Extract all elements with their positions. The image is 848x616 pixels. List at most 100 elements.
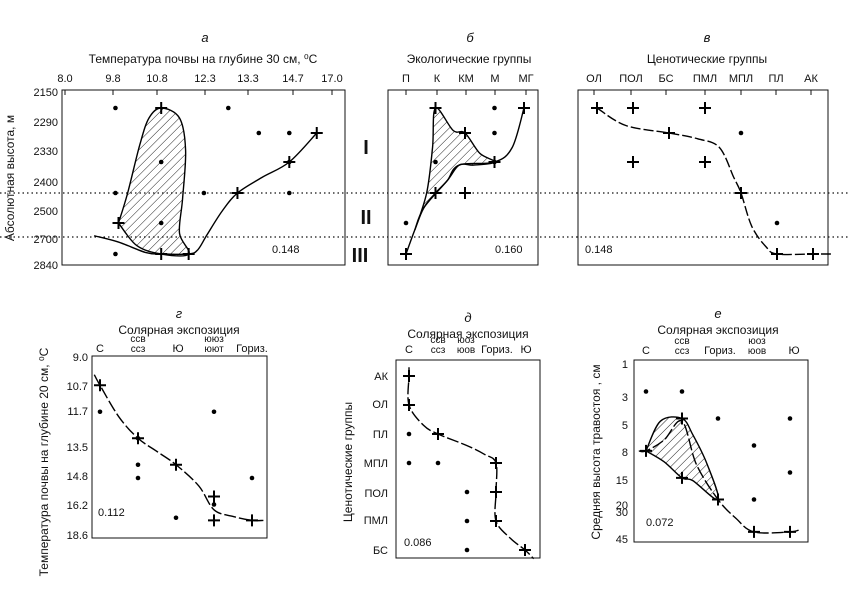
cross-marker <box>170 458 182 471</box>
y-tick-label: ПМЛ <box>364 515 388 527</box>
dot-marker <box>464 518 470 524</box>
cross-marker <box>663 127 675 139</box>
panel-title-g: Солярная экспозиция <box>118 323 239 337</box>
cross-marker <box>748 525 760 538</box>
cross-marker <box>432 428 444 440</box>
cross-marker <box>488 156 501 168</box>
cross-marker <box>676 412 688 425</box>
trend-curve <box>405 107 525 255</box>
dot-marker <box>406 431 412 437</box>
dot-marker <box>113 105 118 111</box>
y-tick-label: 10.7 <box>67 381 88 393</box>
zone-label-I: I <box>363 137 369 159</box>
chart-marks: 8.0 9.8 10.8 12.3 13.3 14.7 17.0 П К КМ М МГ ОЛ ПОЛ БС… <box>57 73 831 560</box>
dot-marker <box>738 130 744 136</box>
x-tick-label: АК <box>804 73 818 85</box>
dot-marker <box>158 220 164 226</box>
cross-marker <box>429 102 442 114</box>
x-tick-label: С <box>642 345 650 357</box>
dot-marker <box>715 416 721 421</box>
x-tick-label: Гориз. <box>481 344 513 356</box>
panel-letter-d: д <box>464 310 471 325</box>
trend-curve <box>407 367 535 560</box>
cross-marker <box>699 102 711 114</box>
dot-marker <box>211 409 217 415</box>
dot-marker <box>406 460 412 466</box>
y-tick-label: 5 <box>622 420 628 432</box>
y-tick-label: 2700 <box>34 234 58 246</box>
cross-marker <box>182 248 195 260</box>
cross-marker <box>591 102 603 114</box>
cross-marker <box>403 399 415 411</box>
y-tick-label: 2400 <box>34 177 58 189</box>
dot-marker <box>173 515 179 521</box>
dot-marker <box>201 190 207 196</box>
y-tick-label: 20 <box>616 500 628 512</box>
hatched-region <box>645 416 720 501</box>
panel-d-frame <box>395 359 541 559</box>
y-tick-label: ПЛ <box>373 429 388 441</box>
y-tick-label: МПЛ <box>364 458 388 470</box>
panel-a-frame <box>61 89 346 266</box>
cross-marker <box>771 248 783 260</box>
dot-marker <box>464 489 470 495</box>
x-tick-label: юют <box>204 344 224 355</box>
y-tick-label: 2840 <box>34 260 58 272</box>
x-tick-label: ОЛ <box>586 73 602 85</box>
y-tick-labels: 2150 2290 2290 2330 2400 2500 2700 2840 <box>34 87 58 272</box>
y-tick-label: 13.5 <box>67 442 88 454</box>
dot-marker <box>751 443 757 448</box>
x-tick-label: ссз <box>675 346 690 357</box>
y-tick-label: 8 <box>622 447 628 459</box>
dot-marker <box>158 159 164 165</box>
dot-marker <box>287 190 292 196</box>
trend-curve <box>93 374 264 522</box>
dot-marker <box>492 130 497 136</box>
panel-value-d: 0.086 <box>404 537 432 549</box>
dot-marker <box>249 475 255 481</box>
panel-letter-a: а <box>201 30 208 45</box>
panel-v-marks: ОЛ ПОЛ БС ПМЛ МПЛ ПЛ АК <box>586 73 831 260</box>
cross-marker <box>94 379 106 392</box>
y-tick-label: 2290 <box>34 117 58 129</box>
panel-g-frame <box>91 355 268 539</box>
x-tick-label: ссв <box>430 335 445 346</box>
panel-letter-v: в <box>704 30 711 45</box>
x-tick-label: Гориз. <box>704 345 736 357</box>
x-tick-label: МГ <box>518 73 533 85</box>
panel-title-b: Экологические группы <box>407 52 532 66</box>
y-axis-label-e: Средняя высота травостоя , см <box>589 364 603 539</box>
trend-curve <box>93 132 318 256</box>
panel-letter-b: б <box>466 30 474 45</box>
dot-marker <box>113 190 118 196</box>
y-tick-label: АК <box>374 371 388 383</box>
cross-marker <box>400 248 412 260</box>
y-tick-label: 11.7 <box>67 406 88 418</box>
panel-letter-e: е <box>714 306 721 321</box>
x-tick-label: 10.8 <box>146 73 167 85</box>
cross-marker <box>403 370 415 382</box>
dot-marker <box>774 220 780 226</box>
x-tick-label: ПМЛ <box>693 73 717 85</box>
hatched-region <box>117 107 190 257</box>
trend-curve <box>596 107 831 256</box>
x-tick-label: юов <box>457 345 475 356</box>
y-tick-label: ОЛ <box>372 399 388 411</box>
cross-marker <box>699 156 711 168</box>
x-tick-label: ссз <box>431 345 446 356</box>
cross-marker <box>231 187 244 199</box>
x-tick-label: КМ <box>458 73 474 85</box>
y-tick-label: 14.8 <box>67 471 88 483</box>
panel-title-v: Ценотические группы <box>647 52 767 66</box>
cross-marker <box>807 248 819 260</box>
x-tick-label: 9.8 <box>105 73 120 85</box>
dot-marker <box>226 105 231 111</box>
x-tick-label: юоз <box>748 336 766 347</box>
x-tick-label: юов <box>748 346 766 357</box>
x-tick-label: 8.0 <box>57 73 72 85</box>
y-tick-label: 3 <box>622 392 628 404</box>
cross-marker <box>518 102 530 114</box>
